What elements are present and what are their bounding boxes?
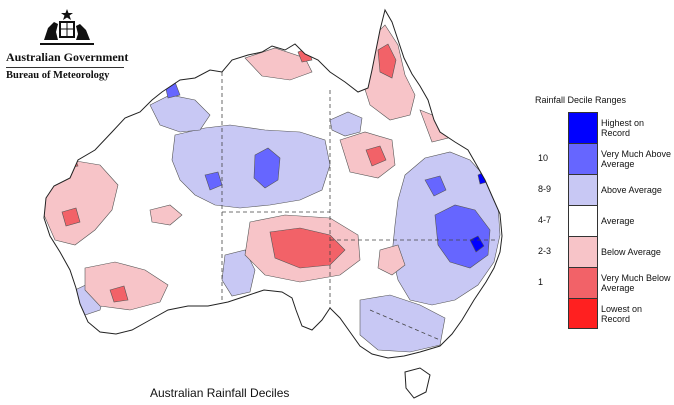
very-much-above-average-central bbox=[253, 147, 281, 189]
above-average-south-gulf-region bbox=[221, 249, 256, 297]
above-average-central-region bbox=[171, 124, 331, 209]
legend-range: 10 bbox=[538, 152, 549, 163]
legend-label: Very Much Above Average bbox=[601, 148, 672, 169]
legend-swatch bbox=[568, 236, 598, 267]
coat-of-arms-icon bbox=[40, 9, 94, 45]
legend-swatch bbox=[568, 174, 598, 205]
legend-label: Very Much Below Average bbox=[601, 272, 671, 293]
legend-swatch bbox=[568, 112, 598, 143]
legend-range: 2-3 bbox=[538, 245, 552, 256]
legend-label: Above Average bbox=[601, 184, 662, 195]
below-average-south-patch bbox=[149, 204, 183, 226]
header: Australian Government Bureau of Meteorol… bbox=[6, 8, 128, 81]
legend-title: Rainfall Decile Ranges bbox=[535, 95, 627, 105]
very-much-below-average-southwest bbox=[109, 285, 129, 303]
header-divider bbox=[6, 67, 124, 68]
very-much-below-average-cape-york bbox=[377, 43, 397, 79]
state-border-nsw-vic bbox=[369, 309, 441, 341]
legend-swatch bbox=[568, 205, 598, 236]
very-much-below-average-queensland bbox=[365, 145, 387, 167]
map-caption: Australian Rainfall Deciles bbox=[150, 386, 290, 400]
legend-range: 8-9 bbox=[538, 183, 552, 194]
below-average-top-end bbox=[244, 47, 313, 81]
legend-swatch bbox=[568, 298, 598, 329]
below-average-north-queensland bbox=[339, 131, 396, 179]
legend-label: Lowest on Record bbox=[601, 303, 643, 324]
very-much-below-average-south-central bbox=[269, 227, 346, 269]
below-average-southwest bbox=[84, 261, 169, 311]
legend-swatch bbox=[568, 267, 598, 298]
legend-label: Highest on Record bbox=[601, 117, 645, 138]
legend-label: Average bbox=[601, 215, 635, 226]
legend-range: 1 bbox=[538, 276, 544, 287]
very-much-above-average-east bbox=[434, 204, 491, 269]
very-much-below-average-west bbox=[61, 207, 81, 227]
government-title: Australian Government bbox=[6, 50, 129, 64]
above-average-north-patch bbox=[329, 111, 363, 137]
very-much-above-average-east-north bbox=[424, 175, 447, 197]
tasmania bbox=[404, 367, 431, 399]
below-average-nsw-patch bbox=[377, 244, 406, 276]
legend-swatch bbox=[568, 143, 598, 174]
legend-range: 4-7 bbox=[538, 214, 552, 225]
bureau-title: Bureau of Meteorology bbox=[6, 70, 110, 81]
legend-label: Below Average bbox=[601, 246, 661, 257]
